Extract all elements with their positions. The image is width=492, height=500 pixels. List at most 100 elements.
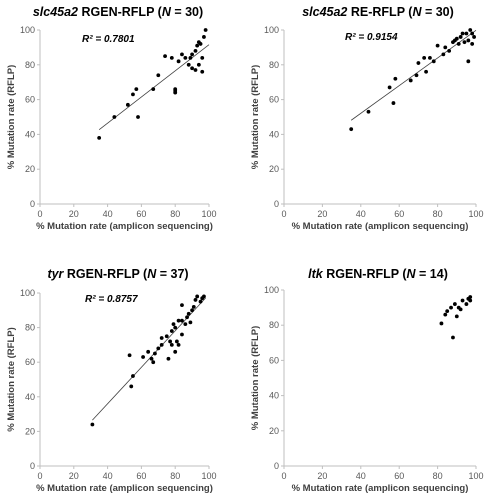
data-point (153, 351, 157, 356)
data-point (460, 298, 465, 303)
x-tick-label: 0 (37, 209, 42, 219)
data-point (176, 318, 181, 323)
data-point (180, 332, 184, 337)
chart-title: slc45a2 RGEN-RFLP (N = 30) (33, 5, 203, 19)
data-point (176, 343, 181, 347)
data-point (156, 73, 161, 78)
data-point (180, 318, 184, 323)
data-point (198, 42, 203, 46)
data-point (131, 374, 135, 378)
data-point (190, 52, 195, 57)
data-point (468, 298, 473, 303)
data-point (136, 115, 140, 119)
data-point (185, 315, 189, 320)
data-point (168, 339, 173, 344)
y-tick-label: 80 (269, 320, 279, 330)
data-point (387, 85, 392, 90)
data-point (424, 69, 428, 74)
data-point (447, 48, 452, 53)
x-tick-label: 0 (281, 209, 286, 219)
chart-title-gene: slc45a2 (33, 5, 78, 19)
data-point (127, 353, 132, 358)
x-axis-label: % Mutation rate (amplicon sequencing) (36, 483, 213, 494)
data-point (445, 309, 450, 314)
x-tick-label: 0 (281, 471, 286, 481)
data-point (431, 59, 436, 64)
chart-title-n-label: N (147, 267, 157, 281)
data-point (195, 294, 200, 299)
y-tick-label: 0 (30, 199, 35, 209)
y-tick-label: 60 (269, 355, 279, 365)
data-point (190, 308, 195, 313)
data-point (428, 55, 432, 60)
data-point (200, 69, 205, 74)
y-tick-label: 80 (269, 60, 279, 70)
data-point (186, 311, 191, 316)
chart-title-assay: RGEN-RFLP ( (78, 5, 163, 19)
data-point (452, 302, 457, 306)
data-point (174, 339, 179, 344)
x-tick-label: 40 (103, 209, 113, 219)
data-point (366, 109, 371, 114)
data-point (449, 305, 453, 310)
data-point (198, 299, 203, 304)
r-squared-label: R² = 0.8757 (85, 294, 138, 305)
y-tick-label: 60 (25, 357, 35, 367)
r-squared-label: R² = 0.9154 (345, 32, 398, 43)
x-tick-label: 40 (103, 471, 113, 481)
data-point (129, 384, 134, 389)
data-point (393, 76, 398, 81)
data-point (183, 322, 188, 327)
data-point (173, 349, 178, 354)
data-point (141, 355, 145, 359)
data-point (188, 55, 193, 60)
x-tick-label: 60 (136, 471, 146, 481)
y-tick-label: 0 (30, 461, 35, 471)
data-point (169, 55, 174, 60)
y-tick-label: 80 (25, 323, 35, 333)
data-point (131, 92, 135, 97)
data-point (203, 28, 208, 32)
y-tick-label: 100 (264, 25, 279, 35)
data-point (200, 55, 205, 60)
data-point (202, 294, 206, 299)
data-point (97, 135, 102, 140)
data-point (441, 52, 446, 57)
y-tick-label: 40 (25, 129, 35, 139)
data-point (470, 31, 475, 36)
data-point (125, 102, 130, 107)
data-point (134, 87, 139, 92)
data-point (466, 38, 471, 43)
chart-title-gene: ltk (308, 267, 324, 281)
y-tick-label: 20 (269, 426, 279, 436)
data-point (464, 31, 469, 36)
x-tick-label: 80 (170, 471, 180, 481)
data-point (171, 322, 176, 327)
y-axis-label: % Mutation rate (RFLP) (250, 65, 261, 170)
data-point (458, 307, 463, 312)
data-point (422, 55, 427, 60)
x-tick-label: 100 (201, 209, 216, 219)
chart-panel-2: slc45a2 RE-RFLP (N = 30) 0 20 40 60 80 100 0 20 4… (250, 5, 484, 232)
data-point (462, 40, 467, 45)
data-point (193, 68, 198, 72)
data-point (451, 335, 455, 340)
data-point (193, 298, 198, 302)
y-tick-label: 0 (274, 199, 279, 209)
chart-panel-3: tyr RGEN-RFLP (N = 37) 0 20 40 60 80 100 0 20 40 6… (6, 267, 217, 494)
data-point (414, 73, 419, 78)
data-point (193, 48, 198, 53)
data-point (173, 325, 178, 330)
x-tick-label: 0 (37, 471, 42, 481)
trendline (350, 29, 477, 121)
y-tick-label: 60 (25, 95, 35, 105)
y-tick-label: 40 (269, 391, 279, 401)
data-point (472, 35, 476, 39)
data-point (195, 43, 200, 48)
data-point (456, 42, 461, 46)
data-point (180, 303, 184, 308)
x-tick-label: 100 (201, 471, 216, 481)
chart-title-assay: RGEN-RFLP ( (323, 267, 408, 281)
chart-title-n: = 30) (421, 5, 453, 19)
